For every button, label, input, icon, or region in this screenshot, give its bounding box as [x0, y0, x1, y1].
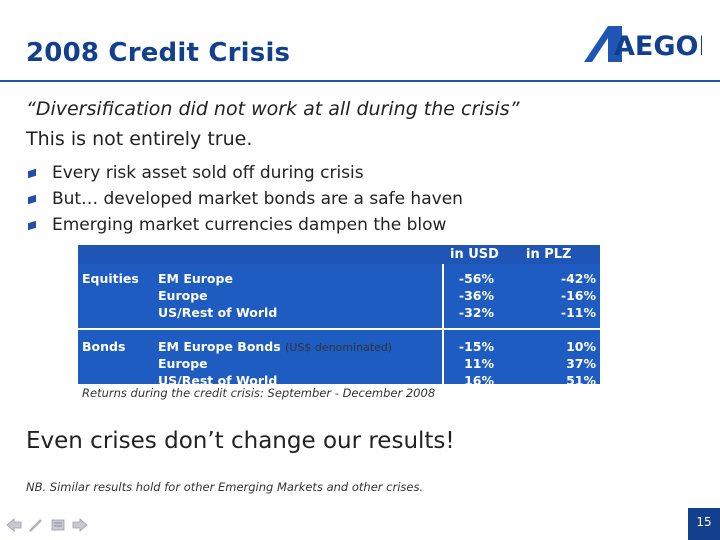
- row-usd: 16%: [464, 373, 494, 388]
- row-name: Europe: [158, 288, 208, 303]
- menu-icon[interactable]: [50, 518, 66, 532]
- group-label-equities: Equities: [82, 271, 139, 286]
- bullet-icon: [28, 194, 36, 205]
- bullet-item: Every risk asset sold off during crisis: [28, 160, 463, 186]
- column-divider: [442, 264, 444, 384]
- row-plz: -42%: [560, 271, 596, 286]
- row-name: US/Rest of World: [158, 373, 278, 388]
- header-plz: in PLZ: [526, 247, 572, 262]
- quote-text: “Diversification did not work at all dur…: [26, 98, 520, 120]
- slide-nav: [6, 518, 88, 532]
- row-name: US/Rest of World: [158, 305, 278, 320]
- bullet-item: But… developed market bonds are a safe h…: [28, 186, 463, 212]
- bullet-list: Every risk asset sold off during crisis …: [28, 160, 463, 238]
- row-name: EM Europe: [158, 271, 233, 286]
- row-usd: -36%: [458, 288, 494, 303]
- row-plz: -11%: [560, 305, 596, 320]
- table-caption: Returns during the credit crisis: Septem…: [82, 386, 436, 400]
- row-usd: -15%: [458, 339, 494, 354]
- back-arrow-icon[interactable]: [6, 518, 22, 532]
- bullet-text: Emerging market currencies dampen the bl…: [52, 215, 447, 235]
- bullet-item: Emerging market currencies dampen the bl…: [28, 212, 463, 238]
- group-label-bonds: Bonds: [82, 339, 126, 354]
- table-body: Equities EM Europe -56% -42% Europe -36%…: [78, 264, 600, 388]
- row-usd: -32%: [458, 305, 494, 320]
- footnote-text: NB. Similar results hold for other Emerg…: [26, 480, 424, 494]
- row-name: Europe: [158, 356, 208, 371]
- bullet-text: But… developed market bonds are a safe h…: [52, 189, 463, 209]
- aegon-logo: AEGON: [584, 26, 702, 62]
- slide-title: 2008 Credit Crisis: [26, 38, 291, 68]
- row-usd: 11%: [464, 356, 494, 371]
- pen-icon[interactable]: [28, 518, 44, 532]
- bullet-icon: [28, 220, 36, 231]
- logo-text: AEGON: [614, 31, 702, 62]
- row-plz: 51%: [566, 373, 596, 388]
- returns-table: in USD in PLZ Equities EM Europe -56% -4…: [78, 245, 600, 388]
- row-note: (US$ denominated): [285, 341, 393, 354]
- row-plz: -16%: [560, 288, 596, 303]
- bullet-icon: [28, 168, 36, 179]
- page-number: 15: [688, 508, 720, 540]
- headline-text: Even crises don’t change our results!: [26, 428, 455, 454]
- row-usd: -56%: [458, 271, 494, 286]
- title-rule: [0, 80, 720, 82]
- bullet-text: Every risk asset sold off during crisis: [52, 163, 364, 183]
- row-plz: 37%: [566, 356, 596, 371]
- row-name-text: EM Europe Bonds: [158, 339, 281, 354]
- forward-arrow-icon[interactable]: [72, 518, 88, 532]
- table-header: in USD in PLZ: [78, 245, 600, 264]
- row-name: EM Europe Bonds (US$ denominated): [158, 338, 392, 355]
- row-plz: 10%: [566, 339, 596, 354]
- header-usd: in USD: [450, 247, 499, 262]
- group-divider: [78, 328, 600, 330]
- subline-text: This is not entirely true.: [26, 128, 253, 150]
